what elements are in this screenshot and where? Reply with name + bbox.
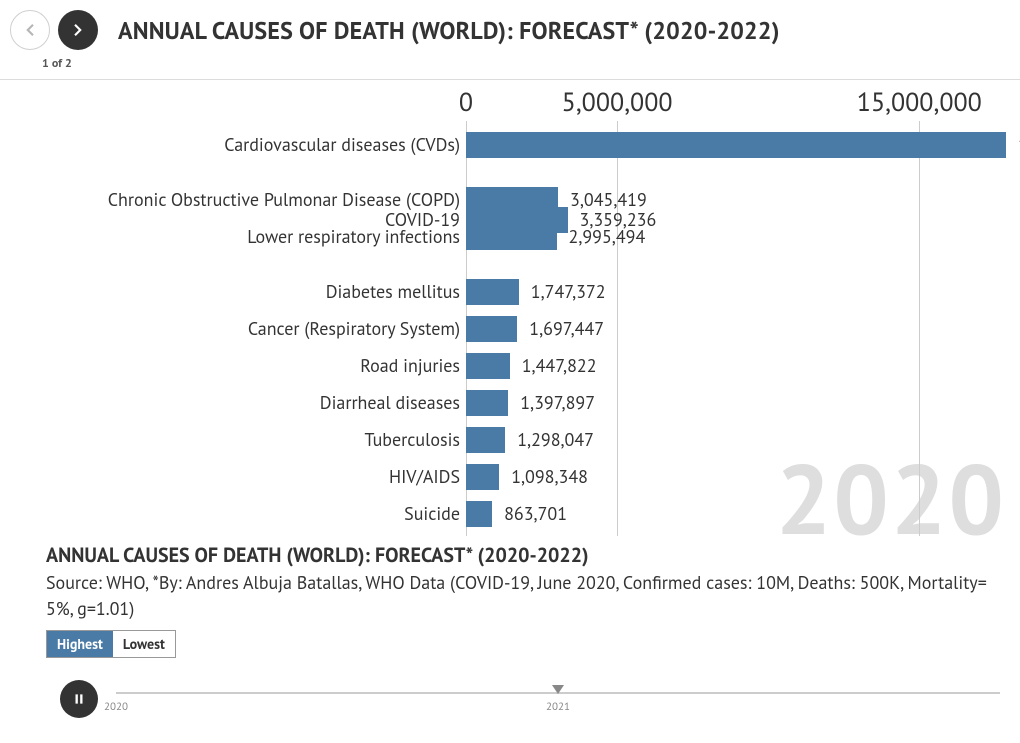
axis-tick: 5,000,000 — [562, 86, 673, 119]
bar-rect — [466, 501, 492, 527]
bar-rect — [466, 353, 510, 379]
bar-rect — [466, 316, 517, 342]
bar-row: 1,298,047 — [466, 427, 1010, 453]
bar-value: 1,397,897 — [520, 390, 595, 416]
timeline-slider[interactable]: 20202021 — [116, 686, 1000, 720]
arrow-left-icon — [21, 21, 39, 39]
bar-row: HIV/AIDS — [46, 464, 466, 490]
caption-block: ANNUAL CAUSES OF DEATH (WORLD): FORECAST… — [0, 536, 1020, 622]
chart-source: Source: WHO, *By: Andres Albuja Batallas… — [46, 570, 1010, 622]
arrow-right-circle-icon — [69, 21, 87, 39]
bar-label: HIV/AIDS — [46, 464, 460, 490]
page-title: ANNUAL CAUSES OF DEATH (WORLD): FORECAST… — [118, 15, 780, 46]
bar-row: 1,697,447 — [466, 316, 1010, 342]
bar-row: Cardiovascular diseases (CVDs) — [46, 132, 466, 158]
bar-value: 1,447,822 — [522, 353, 597, 379]
bar-rect — [466, 224, 557, 250]
bar-label: Road injuries — [46, 353, 460, 379]
next-button[interactable] — [58, 10, 98, 50]
axis-tick: 0 — [459, 86, 473, 119]
bar-label: Cancer (Respiratory System) — [46, 316, 460, 342]
axis-tick: 15,000,000 — [857, 86, 982, 119]
bar-row: Tuberculosis — [46, 427, 466, 453]
bar-chart: Cardiovascular diseases (CVDs)Chronic Ob… — [46, 86, 1010, 536]
timeline-stop-label: 2021 — [546, 700, 570, 714]
toggle-highest[interactable]: Highest — [47, 631, 113, 657]
bar-row: 1,098,348 — [466, 464, 1010, 490]
chart-container: Cardiovascular diseases (CVDs)Chronic Ob… — [0, 80, 1020, 536]
bar-row: 1,747,372 — [466, 279, 1010, 305]
bar-value: 863,701 — [504, 501, 567, 527]
bar-rect — [466, 390, 508, 416]
bar-label: Diarrheal diseases — [46, 390, 460, 416]
prev-button[interactable] — [10, 10, 50, 50]
timeline-container: 2020 2021 — [0, 658, 1020, 720]
bar-value: 1,098,348 — [511, 464, 588, 490]
bar-label: Cardiovascular diseases (CVDs) — [46, 132, 460, 158]
bar-value: 1,298,047 — [517, 427, 594, 453]
bar-row: Lower respiratory infections — [46, 224, 466, 250]
toggle-lowest[interactable]: Lowest — [113, 631, 175, 657]
bar-rect — [466, 464, 499, 490]
pause-button[interactable] — [60, 680, 98, 718]
bar-row: 2,995,494 — [466, 224, 1010, 250]
bar-row: Road injuries — [46, 353, 466, 379]
bar-row: Diarrheal diseases — [46, 390, 466, 416]
bar-row: 1,397,897 — [466, 390, 1010, 416]
pager-text: 1 of 2 — [42, 56, 1010, 71]
bar-value: 2,995,494 — [569, 224, 646, 250]
bar-row: Suicide — [46, 501, 466, 527]
header: ANNUAL CAUSES OF DEATH (WORLD): FORECAST… — [0, 0, 1020, 80]
bar-row: Diabetes mellitus — [46, 279, 466, 305]
sort-toggle: HighestLowest — [46, 630, 176, 658]
header-row: ANNUAL CAUSES OF DEATH (WORLD): FORECAST… — [10, 10, 1010, 50]
bar-row: 1,447,822 — [466, 353, 1010, 379]
bar-row: 863,701 — [466, 501, 1010, 527]
bar-label: Lower respiratory infections — [46, 224, 460, 250]
bar-value: 1,697,447 — [529, 316, 604, 342]
bar-label: Tuberculosis — [46, 427, 460, 453]
pause-icon — [72, 692, 86, 706]
bar-rect — [466, 132, 1006, 158]
bar-rect — [466, 427, 505, 453]
bar-row: Cancer (Respiratory System) — [46, 316, 466, 342]
timeline-stop-label: 2020 — [104, 700, 128, 714]
bar-value: 1,747,372 — [531, 279, 606, 305]
bar-label: Suicide — [46, 501, 460, 527]
label-column: Cardiovascular diseases (CVDs)Chronic Ob… — [46, 86, 466, 536]
timeline-marker-icon[interactable] — [552, 685, 564, 694]
plot-column: 2020 05,000,00015,000,00017,873,1153,045… — [466, 86, 1010, 536]
bar-row: 17,873,115 — [466, 132, 1010, 158]
chart-subtitle: ANNUAL CAUSES OF DEATH (WORLD): FORECAST… — [46, 542, 1010, 568]
bar-rect — [466, 279, 519, 305]
bar-label: Diabetes mellitus — [46, 279, 460, 305]
